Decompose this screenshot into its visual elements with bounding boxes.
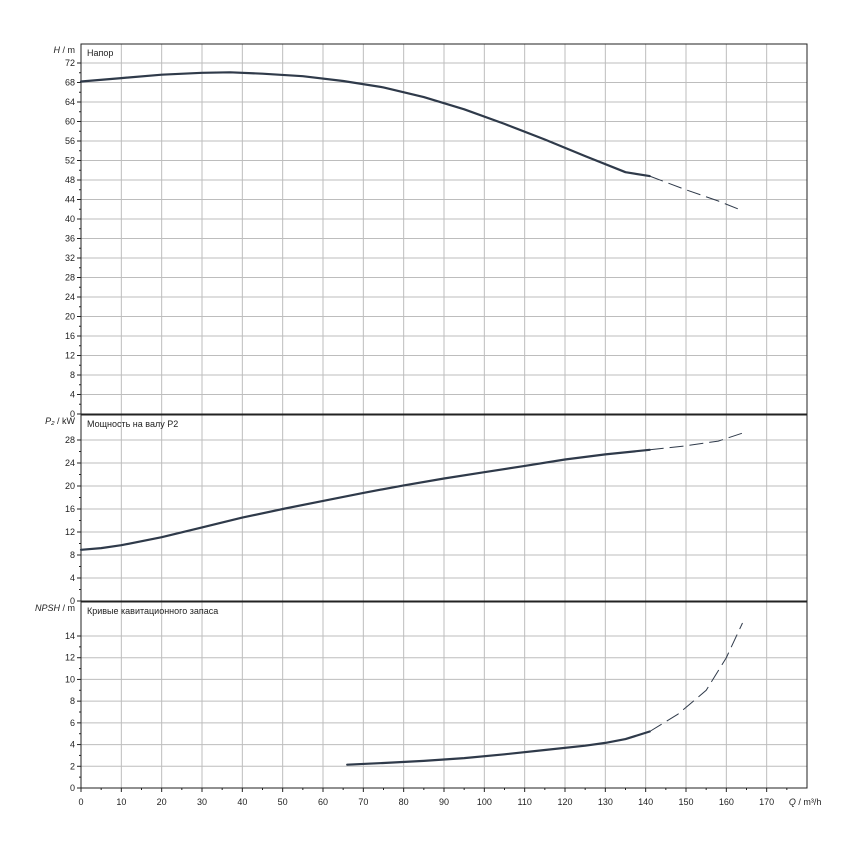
xtick-label: 150 xyxy=(678,797,693,807)
xtick-label: 20 xyxy=(157,797,167,807)
ytick-label: 60 xyxy=(65,117,75,127)
ytick-label: 0 xyxy=(70,409,75,419)
curve-0-solid xyxy=(79,71,651,178)
ytick-label: 40 xyxy=(65,214,75,224)
ytick-label: 64 xyxy=(65,97,75,107)
xtick-label: 90 xyxy=(439,797,449,807)
curve-1-dashed xyxy=(649,432,743,451)
ytick-label: 56 xyxy=(65,136,75,146)
y-axis-variable: NPSH xyxy=(35,603,61,613)
text-layer: 04812162024283236404448525660646872Напор… xyxy=(35,45,821,807)
ytick-label: 68 xyxy=(65,78,75,88)
ytick-label: 14 xyxy=(65,631,75,641)
ytick-label: 72 xyxy=(65,58,75,68)
xtick-label: 60 xyxy=(318,797,328,807)
panel-2 xyxy=(77,601,808,789)
grid-layer xyxy=(77,43,808,792)
ytick-label: 12 xyxy=(65,653,75,663)
xtick-label: 140 xyxy=(638,797,653,807)
panel-title: Кривые кавитационного запаса xyxy=(87,606,218,616)
x-axis-label: Q / m³/h xyxy=(789,797,822,807)
ytick-label: 24 xyxy=(65,292,75,302)
panel-0 xyxy=(77,43,808,415)
ytick-label: 0 xyxy=(70,596,75,606)
curve-2-dashed xyxy=(649,622,743,732)
xtick-label: 120 xyxy=(557,797,572,807)
ytick-label: 32 xyxy=(65,253,75,263)
y-axis-unit: / m xyxy=(60,45,75,55)
ytick-label: 12 xyxy=(65,527,75,537)
ytick-label: 16 xyxy=(65,504,75,514)
ytick-label: 28 xyxy=(65,435,75,445)
panel-frame-0 xyxy=(80,43,808,415)
ytick-label: 16 xyxy=(65,331,75,341)
curve-0-dashed xyxy=(649,175,743,212)
ytick-label: 4 xyxy=(70,573,75,583)
xtick-label: 70 xyxy=(358,797,368,807)
y-axis-label: NPSH / m xyxy=(35,603,75,613)
curve-layer xyxy=(79,71,743,766)
x-axis-variable: Q xyxy=(789,797,796,807)
ytick-label: 28 xyxy=(65,273,75,283)
y-axis-unit: / m xyxy=(60,603,75,613)
ytick-label: 36 xyxy=(65,234,75,244)
y-axis-unit: / kW xyxy=(55,416,76,426)
xtick-label: 0 xyxy=(78,797,83,807)
curve-2-solid xyxy=(346,730,651,766)
ytick-label: 4 xyxy=(70,740,75,750)
ytick-label: 24 xyxy=(65,458,75,468)
xtick-label: 40 xyxy=(237,797,247,807)
y-axis-label: H / m xyxy=(54,45,76,55)
ytick-label: 44 xyxy=(65,195,75,205)
xtick-label: 80 xyxy=(399,797,409,807)
ytick-label: 0 xyxy=(70,783,75,793)
xtick-label: 130 xyxy=(598,797,613,807)
ytick-label: 8 xyxy=(70,550,75,560)
ytick-label: 8 xyxy=(70,696,75,706)
x-axis-unit: / m³/h xyxy=(796,797,822,807)
y-axis-variable: H xyxy=(54,45,61,55)
ytick-label: 12 xyxy=(65,351,75,361)
ytick-label: 8 xyxy=(70,370,75,380)
ytick-label: 4 xyxy=(70,390,75,400)
y-axis-variable: P₂ xyxy=(45,416,55,426)
panel-title: Мощность на валу P2 xyxy=(87,419,178,429)
panel-title: Напор xyxy=(87,48,113,58)
y-axis-label: P₂ / kW xyxy=(45,416,75,426)
ytick-label: 6 xyxy=(70,718,75,728)
xtick-label: 30 xyxy=(197,797,207,807)
curve-1-solid xyxy=(79,448,651,551)
ytick-label: 20 xyxy=(65,481,75,491)
xtick-label: 110 xyxy=(517,797,531,807)
ytick-label: 20 xyxy=(65,312,75,322)
panel-frame-1 xyxy=(80,414,808,602)
xtick-label: 170 xyxy=(759,797,774,807)
panel-1 xyxy=(77,414,808,602)
ytick-label: 48 xyxy=(65,175,75,185)
xtick-label: 50 xyxy=(278,797,288,807)
ytick-label: 10 xyxy=(65,674,75,684)
xtick-label: 10 xyxy=(116,797,126,807)
xtick-label: 160 xyxy=(719,797,734,807)
ytick-label: 2 xyxy=(70,761,75,771)
ytick-label: 52 xyxy=(65,156,75,166)
xtick-label: 100 xyxy=(477,797,492,807)
